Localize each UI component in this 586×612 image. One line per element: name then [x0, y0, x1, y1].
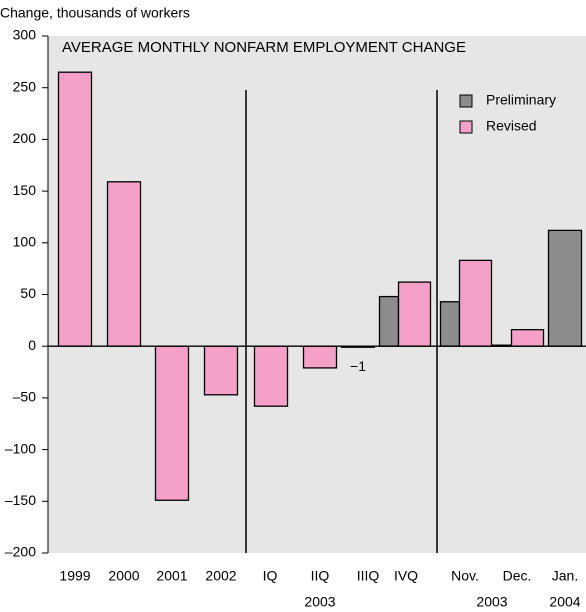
- legend-label: Preliminary: [486, 92, 556, 108]
- x-tick-label: IQ: [263, 568, 278, 584]
- bar: [547, 229, 583, 347]
- bar: [397, 281, 432, 347]
- bar: [203, 345, 239, 396]
- bar: [57, 71, 93, 347]
- y-tick-label: –200: [5, 544, 36, 560]
- legend-swatch: [459, 94, 473, 108]
- legend-swatch: [459, 120, 473, 134]
- y-tick-label: 150: [13, 182, 37, 198]
- y-axis-label: Change, thousands of workers: [0, 5, 190, 21]
- x-group-label: 2004: [549, 594, 580, 610]
- bar: [106, 181, 142, 347]
- y-tick-label: 50: [20, 285, 36, 301]
- x-tick-label: 2002: [205, 568, 236, 584]
- bar: [458, 259, 493, 347]
- bar: [378, 295, 400, 347]
- y-tick-label: –100: [5, 440, 36, 456]
- x-tick-label: 2001: [156, 568, 187, 584]
- y-tick-label: 200: [13, 130, 37, 146]
- x-tick-label: Jan.: [552, 568, 578, 584]
- y-tick-label: 0: [28, 337, 36, 353]
- y-tick-label: 250: [13, 78, 37, 94]
- y-tick-label: 100: [13, 234, 37, 250]
- x-tick-label: Dec.: [503, 568, 532, 584]
- legend-label: Revised: [486, 118, 537, 134]
- y-tick-label: –50: [13, 389, 37, 405]
- bar: [154, 345, 190, 501]
- x-tick-label: IIQ: [311, 568, 330, 584]
- y-tick-label: –150: [5, 492, 36, 508]
- x-tick-label: 1999: [59, 568, 90, 584]
- x-group-label: 2003: [304, 594, 335, 610]
- y-tick-label: 300: [13, 27, 37, 43]
- x-tick-label: 2000: [108, 568, 139, 584]
- bar: [510, 329, 545, 347]
- bar: [302, 345, 338, 369]
- x-group-label: 2003: [476, 594, 507, 610]
- x-tick-label: IIIQ: [357, 568, 380, 584]
- value-label: −1: [350, 358, 366, 374]
- x-tick-label: IVQ: [394, 568, 418, 584]
- chart-title: AVERAGE MONTHLY NONFARM EMPLOYMENT CHANG…: [62, 39, 466, 56]
- bar: [439, 301, 461, 347]
- x-tick-label: Nov.: [451, 568, 479, 584]
- bar: [253, 345, 289, 407]
